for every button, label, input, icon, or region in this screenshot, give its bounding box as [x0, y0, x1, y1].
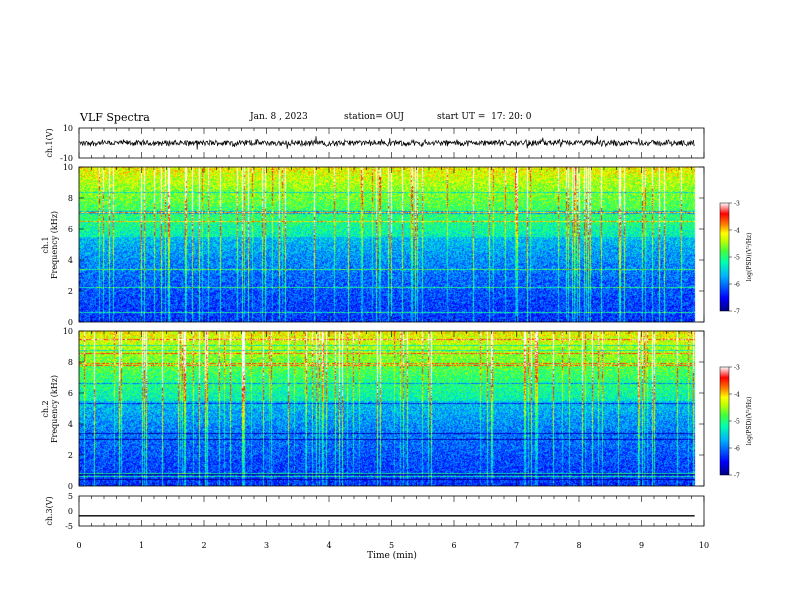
colorbar-tick-label: -7	[734, 309, 740, 316]
ch3-ylabel: ch.3(V)	[45, 496, 54, 525]
ch1-spectrogram-ylabel-bottom: Frequency (kHz)	[50, 211, 59, 279]
ch3-ytick-top: 5	[68, 492, 73, 501]
y-tick-label: 4	[68, 420, 73, 429]
panel-ch1-waveform: 10 -10 ch.1(V)	[45, 124, 705, 163]
y-tick-label: 10	[63, 163, 73, 172]
x-tick-label: 0	[76, 541, 81, 550]
y-tick-label: 8	[68, 194, 73, 203]
x-tick-label: 6	[451, 541, 456, 550]
ch3-ytick-bottom: -5	[65, 522, 73, 531]
ch2-spectrogram-yticks: 0 2 4 6 8 10	[63, 327, 704, 491]
start-time-label: start UT = 17: 20: 0	[437, 112, 532, 122]
x-tick-label: 5	[389, 541, 394, 550]
colorbar-tick-label: -3	[734, 365, 740, 372]
colorbar-2-ticks: -3 -4 -5 -6 -7	[729, 365, 740, 480]
colorbar-2	[719, 366, 730, 476]
colorbar-tick-label: -4	[734, 228, 740, 235]
ch1-ytick-bottom: -10	[60, 154, 73, 163]
y-tick-label: 4	[68, 256, 73, 265]
x-tick-label: 8	[576, 541, 581, 550]
y-tick-label: 6	[68, 225, 73, 234]
ch1-ytick-top: 10	[63, 124, 73, 133]
x-tick-labels: 0 1 2 3 4 5 6 7 8 9 10	[76, 541, 709, 550]
ch3-ytick-mid: 0	[68, 507, 73, 516]
colorbar-tick-label: -4	[734, 392, 740, 399]
ch2-spectrogram-ylabel-top: ch.2	[41, 400, 50, 417]
x-tick-label: 2	[201, 541, 206, 550]
ch1-spectrogram-ylabel-top: ch.1	[41, 236, 50, 253]
y-tick-label: 2	[68, 287, 73, 296]
station-label: station= OUJ	[344, 112, 405, 122]
colorbar-1	[719, 202, 730, 312]
ch1-spectrogram-image	[79, 167, 704, 322]
y-tick-label: 6	[68, 389, 73, 398]
colorbar-tick-label: -5	[734, 255, 740, 262]
colorbar-2-label: log(PSD)(V²/Hz)	[746, 397, 753, 446]
colorbar-tick-label: -5	[734, 419, 740, 426]
ch2-spectrogram-image	[79, 331, 704, 486]
x-tick-label: 1	[139, 541, 144, 550]
y-tick-label: 0	[68, 318, 73, 327]
colorbar-1-label: log(PSD)(V²/Hz)	[746, 233, 753, 282]
y-tick-label: 2	[68, 451, 73, 460]
x-tick-label: 9	[639, 541, 644, 550]
x-tick-label: 4	[326, 541, 331, 550]
ch1-spectrogram-yticks: 0 2 4 6 8 10	[63, 163, 704, 327]
ch1-ylabel: ch.1(V)	[45, 128, 54, 157]
ch1-spectrogram-xticks	[78, 167, 705, 322]
ch2-spectrogram-xticks	[78, 331, 705, 486]
colorbar-tick-label: -6	[734, 446, 740, 453]
ch3-xticks	[78, 496, 705, 526]
panel-ch3-waveform: 5 0 -5 ch.3(V)	[45, 492, 705, 531]
x-axis-label: Time (min)	[367, 550, 417, 561]
y-tick-label: 10	[63, 327, 73, 336]
date-label: Jan. 8 , 2023	[250, 112, 308, 122]
colorbar-tick-label: -3	[734, 201, 740, 208]
ch1-waveform-trace	[78, 135, 695, 150]
y-tick-label: 8	[68, 358, 73, 367]
colorbar-tick-label: -7	[734, 473, 740, 480]
colorbar-tick-label: -6	[734, 282, 740, 289]
x-tick-label: 10	[699, 541, 709, 550]
ch2-spectrogram-ylabel-bottom: Frequency (kHz)	[50, 375, 59, 443]
ch1-xticks	[78, 128, 705, 158]
chart-title: VLF Spectra	[80, 111, 150, 124]
x-tick-label: 7	[514, 541, 519, 550]
y-tick-label: 0	[68, 482, 73, 491]
x-tick-label: 3	[264, 541, 269, 550]
colorbar-1-ticks: -3 -4 -5 -6 -7	[729, 201, 740, 316]
